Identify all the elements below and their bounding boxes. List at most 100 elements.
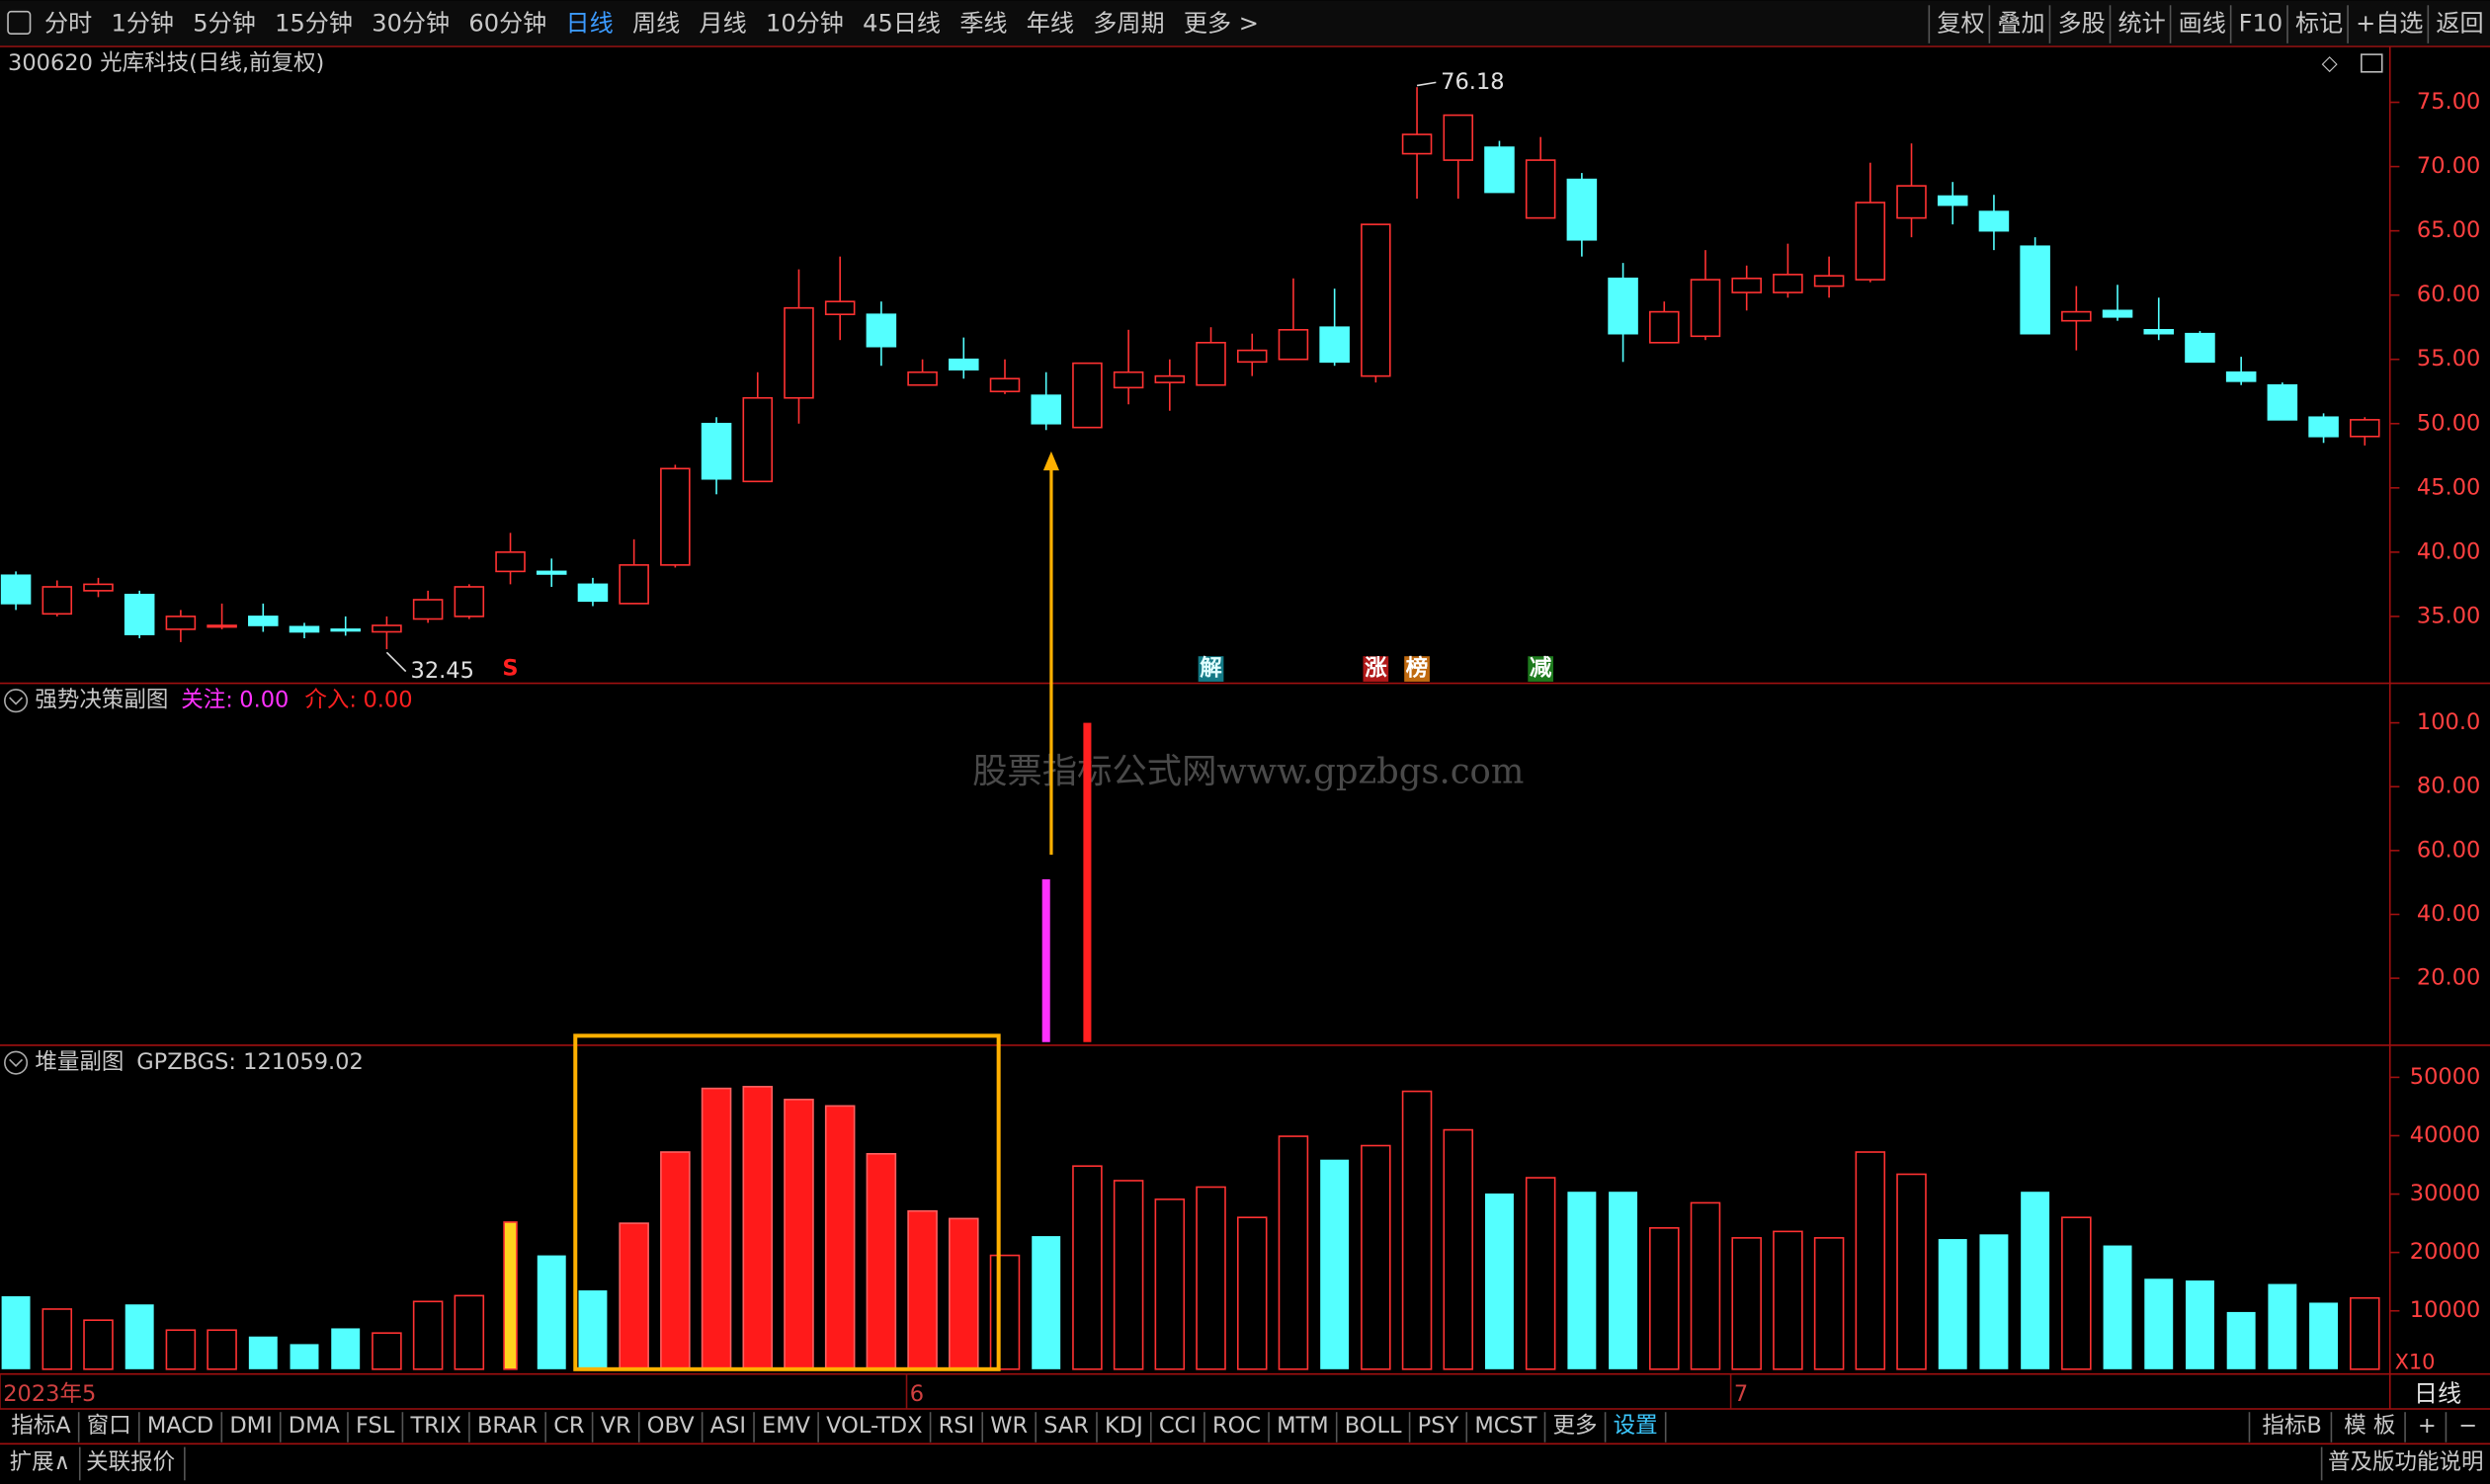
toolbar-item[interactable]: 画线 [2179,10,2226,38]
indicator-tab[interactable]: ROC [1212,1413,1261,1439]
indicator-tab[interactable]: 更多 [1553,1413,1598,1439]
toolbar-item[interactable]: 1分钟 [111,10,174,38]
legend-name: 关注: [181,688,233,713]
volume-bar [1525,1177,1556,1370]
indicator-tab[interactable]: FSL [356,1413,395,1439]
toolbar-item[interactable]: 周线 [632,10,680,38]
candle-body [1731,277,1762,293]
indicator-tab[interactable]: 指标B [2262,1413,2321,1439]
indicator-tab[interactable]: CR [553,1413,584,1439]
volume-bar [1855,1151,1886,1370]
toolbar-item[interactable]: 30分钟 [372,10,450,38]
toolbar-item[interactable]: 多股 [2057,10,2105,38]
volume-bar [1401,1090,1433,1370]
indicator-tab[interactable]: DMA [289,1413,341,1439]
indicator-tab[interactable]: TRIX [409,1413,460,1439]
volume-bar [2021,1192,2050,1369]
toolbar-item[interactable]: 60分钟 [468,10,546,38]
toolbar-item[interactable]: 返回 [2436,10,2483,38]
candle-body [1525,159,1556,219]
toolbar-item[interactable]: +自选 [2356,10,2423,38]
indicator-tab[interactable]: + [2418,1413,2437,1439]
indicator-tab[interactable]: OBV [647,1413,695,1439]
toolbar-item[interactable]: 月线 [700,10,747,38]
indicator-tab[interactable]: CCI [1159,1413,1197,1439]
toolbar-item[interactable]: 多周期 [1093,10,1164,38]
toolbar-item[interactable]: 季线 [959,10,1007,38]
indicator-tab[interactable]: WR [990,1413,1028,1439]
volume-bar [1731,1237,1762,1370]
indicator-tab[interactable]: KDJ [1105,1413,1143,1439]
volume-bar [619,1222,649,1370]
candle-body [1608,277,1638,335]
indicator-tab[interactable]: MCST [1474,1413,1536,1439]
toolbar-item[interactable]: 统计 [2118,10,2166,38]
toolbar-item[interactable]: 15分钟 [275,10,353,38]
indicator-tab[interactable]: RSI [939,1413,975,1439]
candle-body [619,564,649,605]
x-axis-right: 日线 [2414,1380,2461,1408]
toolbar-item[interactable]: 标记 [2295,10,2343,38]
toolbar-item[interactable]: 更多 > [1184,10,1259,38]
highlight-box [573,1033,1001,1371]
annotation: 32.45 [411,658,474,684]
toolbar-item[interactable]: 5分钟 [193,10,256,38]
indicator-tab[interactable]: 指标A [11,1413,71,1439]
volume-bar [1938,1239,1967,1369]
candle-body [1566,178,1598,241]
signal: 减 [1530,656,1552,682]
indicator-tab[interactable]: MACD [147,1413,213,1439]
x-tick-label: 6 [910,1381,924,1407]
candle-body [660,467,691,566]
candle-body [1978,210,2010,232]
indicator-tab[interactable]: 设置 [1614,1413,1658,1439]
toolbar-item[interactable]: 10分钟 [766,10,844,38]
icon[interactable] [2361,53,2383,73]
indicator-tab[interactable]: MTM [1277,1413,1329,1439]
indicator-tab[interactable]: BOLL [1345,1413,1402,1439]
indicator-tab[interactable]: EMV [762,1413,811,1439]
y-tick-label: 50000 [2410,1064,2481,1090]
indicator-tab[interactable]: ASI [710,1413,746,1439]
toolbar-item[interactable]: 叠加 [1997,10,2044,38]
candle-body [165,616,197,630]
indicator-tab[interactable]: − [2458,1413,2477,1439]
footer-item[interactable]: 扩展∧ [10,1449,70,1475]
menu-icon[interactable] [7,10,32,36]
footer-item[interactable]: 普及版功能说明 [2328,1449,2484,1475]
candle-body [248,616,279,626]
indicator-tab[interactable]: PSY [1418,1413,1459,1439]
toolbar-item[interactable]: 45日线 [863,10,941,38]
indicator-tab[interactable]: BRAR [477,1413,538,1439]
candle-body [2185,332,2215,364]
icon[interactable]: ◇ [2322,51,2338,75]
toolbar-item[interactable]: 分时 [44,10,92,38]
volume-bar [989,1254,1021,1370]
collapse-icon[interactable] [4,1050,29,1075]
candle-body [2143,328,2175,335]
candle-body [42,586,73,616]
indicator-tab[interactable]: SAR [1043,1413,1089,1439]
footer-item[interactable]: 关联报价 [86,1449,175,1475]
volume-bar [1567,1192,1597,1369]
indicator-tab[interactable]: VOL-TDX [826,1413,922,1439]
indicator-tab[interactable]: 模 板 [2344,1413,2395,1439]
volume-bar [949,1217,979,1370]
toolbar-item[interactable]: 年线 [1027,10,1074,38]
signal: 榜 [1406,655,1429,682]
indicator-tab[interactable]: DMI [229,1413,272,1439]
toolbar-item[interactable]: 日线 [566,10,614,38]
toolbar-item[interactable]: 复权 [1937,10,1984,38]
indicator-tab[interactable]: 窗口 [87,1413,131,1439]
candle-body [2350,419,2380,438]
candle-body [701,422,732,480]
volume-bar [784,1099,814,1370]
volume-bar [372,1332,402,1370]
collapse-icon[interactable] [4,689,29,713]
indicator-tab[interactable]: VR [601,1413,631,1439]
toolbar-item[interactable]: F10 [2239,10,2283,38]
candle-body [330,628,361,632]
candle-body [1690,279,1721,338]
volume-bar [2309,1302,2339,1369]
